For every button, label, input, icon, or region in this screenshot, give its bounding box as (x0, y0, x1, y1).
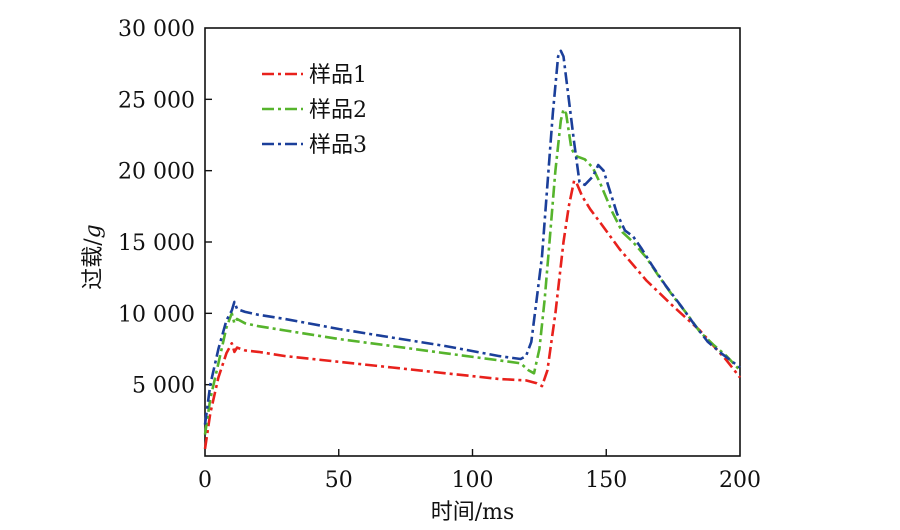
axis-ticks: 0 50 100 150 200 5 000 10 000 15 000 20 000 25 00… (118, 17, 761, 493)
x-tick-label: 50 (325, 468, 353, 493)
y-axis-label-text: 过载/ (81, 238, 106, 290)
y-tick-label: 10 000 (118, 302, 195, 327)
plot-area: 0 50 100 150 200 5 000 10 000 15 000 20 000 25 00… (118, 17, 761, 493)
y-tick-label: 30 000 (118, 17, 195, 42)
series-layer (203, 49, 742, 450)
y-tick-label: 5 000 (132, 374, 195, 399)
series-line-3 (203, 49, 741, 425)
legend-label-2: 样品2 (309, 98, 367, 123)
legend: 样品1 样品2 样品3 (262, 63, 367, 158)
y-tick-label: 25 000 (118, 88, 195, 113)
x-tick-label: 200 (719, 468, 761, 493)
y-axis-label-unit: g (81, 224, 106, 238)
series-line-2 (203, 108, 741, 435)
legend-label-1: 样品1 (309, 63, 367, 88)
x-tick-label: 0 (198, 468, 212, 493)
y-axis-label: 过载/g (81, 224, 106, 290)
y-tick-label: 15 000 (118, 231, 195, 256)
y-tick-label: 20 000 (118, 160, 195, 185)
x-tick-label: 100 (452, 468, 494, 493)
x-axis-label: 时间/ms (431, 500, 515, 525)
series-line-1 (203, 179, 742, 450)
legend-label-3: 样品3 (309, 133, 367, 158)
x-tick-label: 150 (585, 468, 627, 493)
plot-frame (204, 27, 741, 457)
